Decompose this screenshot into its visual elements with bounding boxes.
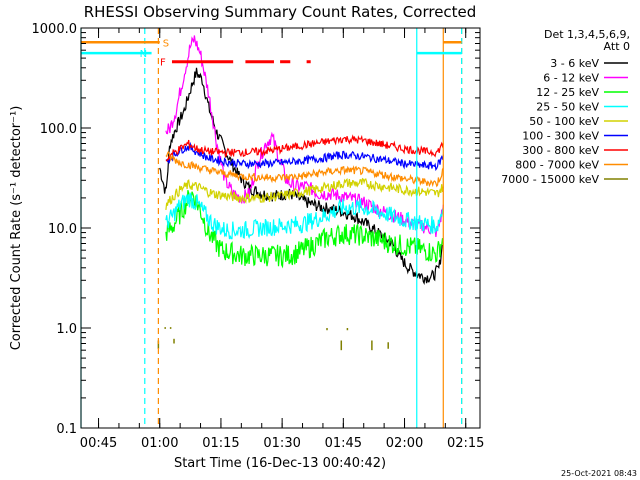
y-tick-label: 100.0: [40, 122, 77, 137]
legend-label: 12 - 25 keV: [536, 86, 599, 99]
series-line: [165, 191, 444, 240]
series-line: [165, 35, 444, 238]
series-50-100keV: [165, 177, 444, 210]
y-tick-label: 1000.0: [32, 22, 78, 37]
data-layer: [157, 35, 444, 351]
chart-title: RHESSI Observing Summary Count Rates, Co…: [84, 3, 477, 21]
legend-label: 6 - 12 keV: [543, 72, 599, 85]
series-300-800keV: [165, 134, 444, 162]
series-3-6keV: [159, 67, 444, 285]
footer-date: 25-Oct-2021 08:43: [561, 469, 637, 478]
x-tick-label: 00:45: [80, 436, 117, 451]
series-line: [165, 134, 444, 162]
legend-label: 100 - 300 keV: [522, 130, 599, 143]
legend-label: 3 - 6 keV: [550, 57, 599, 70]
series-7000-15000keV: [157, 327, 389, 351]
legend-header: Att 0: [604, 40, 630, 53]
series-25-50keV: [165, 191, 444, 240]
y-tick-label: 1.0: [56, 322, 77, 337]
marker-label: F: [160, 58, 166, 69]
marker-S: S: [81, 38, 462, 49]
legend-label: 300 - 800 keV: [522, 144, 599, 157]
overlay-layer: S N F: [80, 28, 463, 428]
series-800-7000keV: [165, 150, 444, 188]
x-tick-label: 01:15: [202, 436, 239, 451]
legend-label: 50 - 100 keV: [529, 115, 599, 128]
axes-layer: 0.1 1.0 10.0 100.0 1000.0 00:45 01:00 01:15 01:3…: [32, 22, 485, 451]
x-tick-label: 02:00: [386, 436, 423, 451]
y-tick-label: 10.0: [48, 222, 77, 237]
legend-label: 7000 - 15000 keV: [501, 173, 599, 186]
marker-N: N: [81, 49, 462, 60]
series-12-25keV: [165, 190, 444, 269]
y-tick-label: 0.1: [56, 422, 77, 437]
legend-label: 25 - 50 keV: [536, 101, 599, 114]
series-line: [165, 190, 444, 269]
legend-label: 800 - 7000 keV: [515, 159, 599, 172]
marker-F: F: [160, 58, 311, 69]
x-tick-label: 01:30: [263, 436, 300, 451]
marker-label: S: [163, 38, 169, 49]
series-line: [165, 150, 444, 188]
x-axis-title: Start Time (16-Dec-13 00:40:42): [174, 456, 386, 471]
series-6-12keV: [165, 35, 444, 238]
series-100-300keV: [165, 141, 444, 172]
legend: Det 1,3,4,5,6,9,Att 0 3 - 6 keV 6 - 12 keV…: [501, 28, 630, 186]
legend-header: Det 1,3,4,5,6,9,: [544, 28, 630, 41]
x-tick-label: 01:00: [141, 436, 178, 451]
x-tick-label: 02:15: [447, 436, 484, 451]
series-line: [159, 67, 444, 285]
marker-label: N: [140, 49, 147, 60]
x-tick-label: 01:45: [325, 436, 362, 451]
series-line: [165, 141, 444, 172]
y-axis-title: Corrected Count Rate (s⁻¹ detector⁻¹): [9, 106, 24, 351]
series-line: [165, 177, 444, 210]
